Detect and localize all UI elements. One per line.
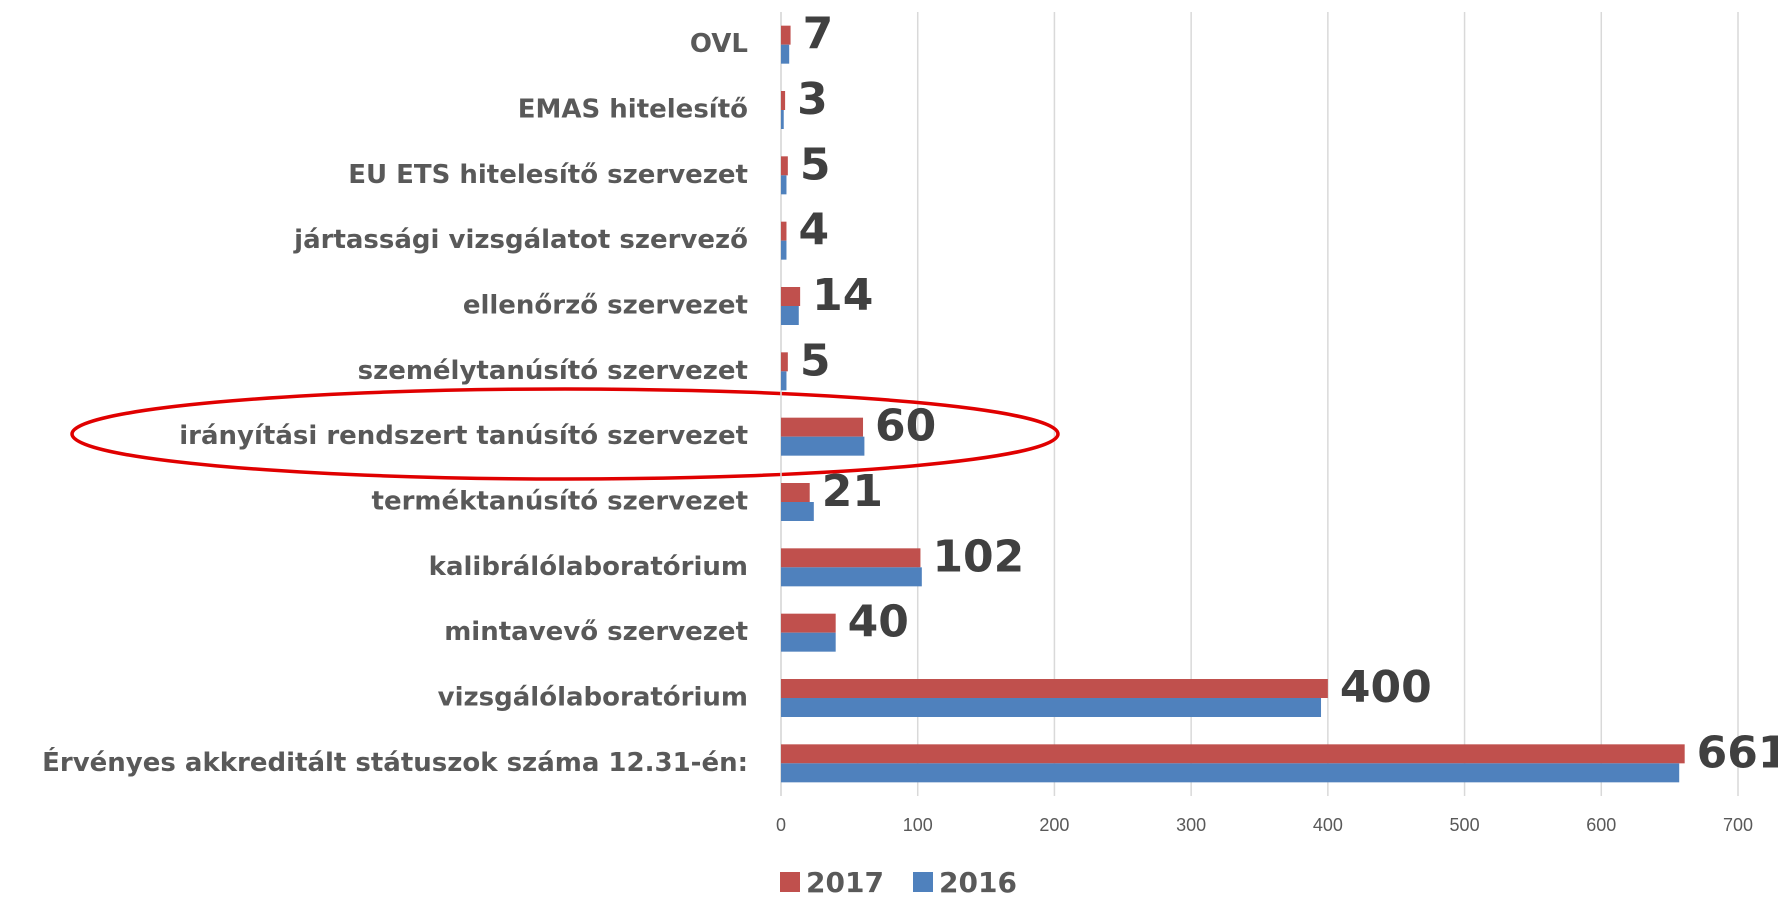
x-tick-label: 200 (1039, 815, 1069, 835)
data-label: 5 (800, 335, 831, 386)
bar (781, 548, 921, 568)
bar (781, 240, 787, 260)
y-tick-label: EMAS hitelesítő (518, 95, 748, 125)
data-label: 21 (822, 466, 883, 517)
y-tick-label: személytanúsító szervezet (358, 356, 748, 386)
y-tick-label: Érvényes akkreditált státuszok száma 12.… (42, 746, 748, 778)
data-label: 4 (798, 205, 829, 256)
bar (781, 306, 799, 325)
x-tick-label: 0 (776, 815, 786, 835)
x-tick-label: 300 (1176, 815, 1206, 835)
bar (781, 371, 787, 391)
bar (781, 502, 814, 521)
bar (781, 91, 786, 110)
data-label: 7 (803, 9, 834, 60)
legend-label: 2017 (806, 866, 884, 899)
y-tick-label: jártassági vizsgálatot szervező (293, 225, 748, 255)
x-tick-label: 100 (903, 815, 933, 835)
y-tick-label: kalibrálólaboratórium (429, 552, 748, 582)
highlight-ellipse (70, 387, 1060, 481)
data-label: 5 (800, 139, 831, 190)
bar (781, 567, 922, 587)
bar (781, 175, 787, 195)
bar (781, 744, 1685, 764)
y-tick-label: mintavevő szervezet (444, 617, 748, 647)
bar (781, 110, 784, 129)
data-label: 102 (932, 531, 1024, 582)
data-label: 14 (812, 270, 873, 321)
y-tick-label: OVL (690, 29, 748, 59)
bar (781, 25, 791, 45)
y-tick-label: irányítási rendszert tanúsító szervezet (179, 421, 748, 451)
legend-swatch (913, 872, 933, 892)
bar (781, 287, 801, 306)
data-label: 3 (797, 74, 828, 125)
data-label: 661 (1697, 727, 1778, 778)
x-tick-label: 400 (1313, 815, 1343, 835)
data-label: 40 (848, 597, 909, 648)
x-tick-label: 500 (1450, 815, 1480, 835)
bar (781, 679, 1328, 698)
bar (781, 632, 836, 652)
y-tick-label: terméktanúsító szervezet (372, 487, 748, 517)
bar (781, 156, 788, 176)
bar (781, 417, 864, 437)
data-label: 400 (1340, 662, 1432, 713)
bar (781, 763, 1680, 783)
bar (781, 613, 836, 633)
y-tick-label: EU ETS hitelesítő szervezet (348, 160, 748, 190)
legend-swatch (780, 872, 800, 892)
bar (781, 483, 810, 502)
x-tick-label: 700 (1723, 815, 1753, 835)
legend-label: 2016 (939, 866, 1017, 899)
bar (781, 221, 787, 241)
y-tick-label: ellenőrző szervezet (463, 291, 748, 321)
y-tick-label: vizsgálólaboratórium (438, 683, 748, 713)
bar (781, 352, 788, 372)
data-label: 60 (875, 401, 936, 452)
x-tick-label: 600 (1586, 815, 1616, 835)
bar (781, 698, 1322, 717)
bar (781, 436, 865, 456)
bar (781, 44, 790, 64)
